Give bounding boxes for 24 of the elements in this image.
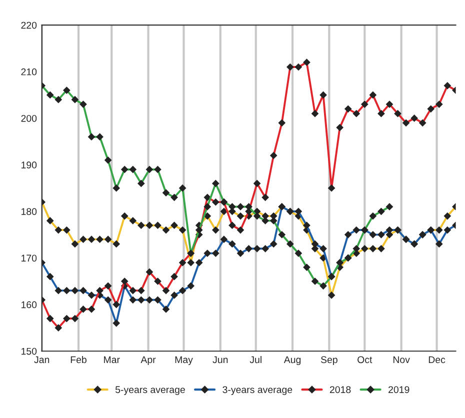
y-tick-label: 180 (22, 208, 37, 216)
x-tick-label: Dec (428, 356, 446, 364)
y-tick-label: 190 (22, 162, 37, 168)
x-tick-label: Aug (284, 356, 301, 366)
x-tick-label: Jun (212, 356, 228, 364)
legend-label: 3-years average (222, 386, 292, 396)
legend-label: 2018 (330, 386, 351, 394)
x-tick-label: Feb (70, 356, 86, 364)
y-tick-label: 220 (21, 22, 37, 29)
x-tick-label: May (175, 356, 193, 366)
x-tick-label: Mar (104, 356, 120, 364)
legend-label: 2019 (388, 386, 410, 394)
x-tick-label: Nov (393, 356, 410, 364)
y-tick-label: 210 (21, 68, 37, 76)
legend-label: 5-years average (115, 386, 185, 396)
x-tick-label: Apr (140, 356, 156, 366)
y-tick-label: 200 (21, 114, 37, 122)
y-tick-label: 170 (22, 254, 37, 262)
y-tick-label: 160 (22, 301, 37, 308)
x-tick-label: Jan (34, 356, 50, 364)
x-tick-label: Sep (320, 356, 338, 366)
x-tick-label: Jul (250, 356, 262, 364)
y-tick-label: 150 (22, 348, 37, 355)
x-tick-label: Oct (358, 356, 372, 364)
